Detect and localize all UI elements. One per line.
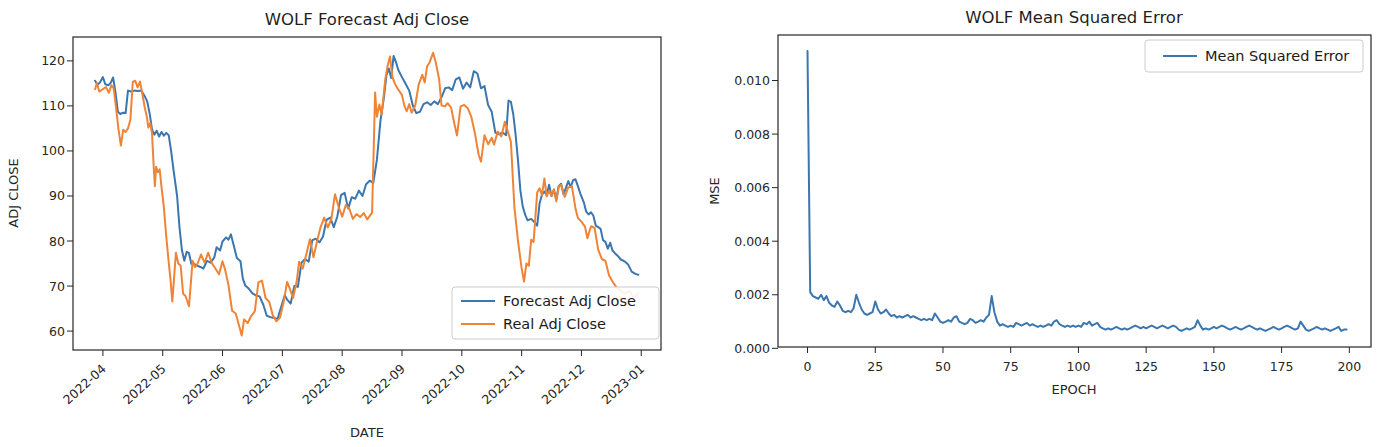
adj-close-figure: WOLF Forecast Adj Close DATE ADJ CLOSE 2… bbox=[0, 0, 690, 447]
y-tick-label: 90 bbox=[49, 188, 65, 203]
plot-layer: 0 25 50 75 100 125 150 175 200 0.000 0.002 0.004 0.0… bbox=[734, 35, 1371, 374]
y-tick-label: 0.006 bbox=[734, 180, 770, 195]
series-line-forecast-adj-close bbox=[95, 56, 638, 319]
y-tick-label: 70 bbox=[49, 279, 65, 294]
x-tick-label: 2022-12 bbox=[539, 361, 588, 407]
x-tick-label: 0 bbox=[804, 359, 812, 374]
x-tick-label: 50 bbox=[935, 359, 951, 374]
adj-close-chart: WOLF Forecast Adj Close DATE ADJ CLOSE 2… bbox=[0, 0, 690, 447]
x-tick-label: 125 bbox=[1134, 359, 1158, 374]
y-tick-label: 110 bbox=[41, 98, 65, 113]
series-line-mean-squared-error bbox=[808, 51, 1347, 331]
y-tick-label: 0.002 bbox=[734, 287, 770, 302]
y-tick-label: 0.010 bbox=[734, 73, 770, 88]
x-axis-label: EPOCH bbox=[1051, 382, 1096, 397]
y-tick-label: 120 bbox=[41, 53, 65, 68]
chart-title: WOLF Forecast Adj Close bbox=[265, 10, 470, 29]
x-tick-label: 100 bbox=[1066, 359, 1090, 374]
plot-layer: 2022-042022-052022-062022-072022-082022-… bbox=[41, 37, 661, 407]
x-tick-label: 2022-07 bbox=[240, 361, 289, 407]
x-tick-label: 2022-04 bbox=[60, 361, 109, 407]
y-tick-label: 100 bbox=[41, 143, 65, 158]
legend-label: Forecast Adj Close bbox=[503, 293, 636, 309]
x-tick-label: 2022-05 bbox=[120, 361, 169, 407]
x-tick-label: 2022-10 bbox=[419, 361, 468, 407]
x-tick-label: 150 bbox=[1202, 359, 1226, 374]
y-tick-label: 0.008 bbox=[734, 127, 770, 142]
legend-label: Mean Squared Error bbox=[1205, 48, 1349, 64]
x-tick-label: 200 bbox=[1337, 359, 1361, 374]
x-tick-label: 25 bbox=[867, 359, 883, 374]
y-axis-label: MSE bbox=[707, 177, 722, 205]
plot-border bbox=[778, 35, 1371, 347]
y-tick-label: 0.000 bbox=[734, 341, 770, 356]
y-axis-label: ADJ CLOSE bbox=[6, 158, 21, 227]
x-tick-label: 2022-06 bbox=[180, 361, 229, 407]
legend-label: Real Adj Close bbox=[503, 316, 606, 332]
mse-figure: WOLF Mean Squared Error EPOCH MSE 0 25 50 7… bbox=[690, 0, 1379, 447]
x-tick-label: 2022-11 bbox=[479, 361, 528, 407]
figure-canvas: WOLF Forecast Adj Close DATE ADJ CLOSE 2… bbox=[0, 0, 1379, 447]
chart-title: WOLF Mean Squared Error bbox=[965, 8, 1183, 27]
x-tick-label: 75 bbox=[1003, 359, 1019, 374]
y-tick-label: 80 bbox=[49, 234, 65, 249]
x-axis-label: DATE bbox=[350, 425, 384, 440]
x-tick-label: 2022-09 bbox=[359, 361, 408, 407]
x-tick-label: 2022-08 bbox=[299, 361, 348, 407]
x-tick-label: 175 bbox=[1270, 359, 1294, 374]
mse-chart: WOLF Mean Squared Error EPOCH MSE 0 25 50 7… bbox=[690, 0, 1379, 447]
x-tick-label: 2023-01 bbox=[598, 361, 647, 407]
y-tick-label: 0.004 bbox=[734, 234, 770, 249]
y-tick-label: 60 bbox=[49, 324, 65, 339]
